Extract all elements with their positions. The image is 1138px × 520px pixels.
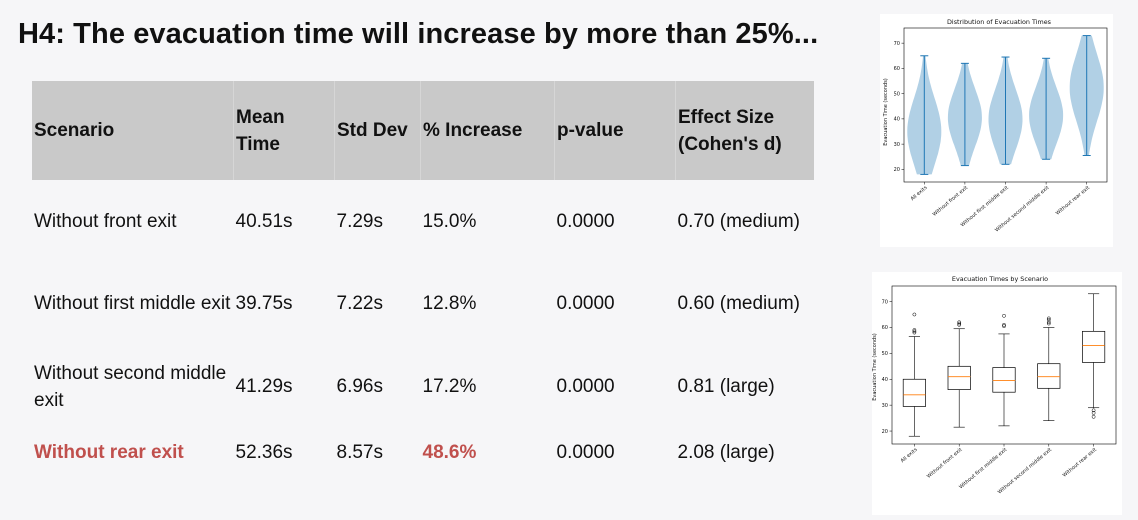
box-iqr [992,367,1016,393]
cell-effect: 0.70 (medium) [677,210,801,232]
box-iqr [1037,363,1061,389]
cell-effect: 0.60 (medium) [677,293,801,314]
cell-increase: 12.8% [422,293,477,314]
cell-p-value: 0.0000 [556,210,615,232]
box-outlier [1046,317,1051,322]
box-outlier [1046,320,1051,325]
cell-mean: 40.51s [235,210,293,232]
y-tick-label: 60 [882,325,888,331]
x-tick-label: Without front exit [932,185,970,218]
box-chart-ylabel: Evacuation Time (seconds) [872,333,878,401]
cell-mean: 39.75s [235,293,293,314]
y-tick-label: 40 [894,117,900,123]
y-tick-label: 30 [882,403,888,409]
cell-std: 7.22s [336,293,383,314]
cell-scenario: Without front exit [34,210,177,232]
box-outlier [1002,323,1006,327]
box-chart-panel: Evacuation Times by Scenario Evacuation … [872,272,1122,515]
y-tick-label: 40 [882,377,888,383]
cell-increase: 17.2% [422,376,477,397]
cell-increase-highlighted: 48.6% [422,441,477,463]
y-tick-label: 30 [894,142,900,148]
box-outlier [957,320,962,325]
violin-chart: Distribution of Evacuation Times Evacuat… [883,18,1108,234]
box-outlier [912,312,917,317]
box-outlier [957,323,962,327]
y-tick-label: 20 [894,167,900,173]
box-iqr [1082,330,1106,363]
y-tick-label: 70 [894,41,900,47]
cell-scenario: Without second middle exit [34,362,227,411]
header-percent-increase: % Increase [420,81,555,180]
box-outlier [1046,316,1051,321]
header-scenario: Scenario [32,81,234,180]
results-table: Scenario Mean Time Std Dev % Increase p-… [32,81,814,476]
slide-title: H4: The evacuation time will increase by… [18,18,819,50]
box-outlier [912,330,917,335]
violin-chart-title: Distribution of Evacuation Times [947,18,1052,26]
table-header-row: Scenario Mean Time Std Dev % Increase p-… [32,81,814,180]
y-tick-label: 50 [894,91,900,97]
box-chart: Evacuation Times by Scenario Evacuation … [872,275,1117,496]
box-outlier [1091,408,1096,413]
cell-increase: 15.0% [422,210,477,232]
x-tick-label: Without rear exit [1062,447,1098,479]
y-tick-label: 50 [882,351,888,357]
box-outlier [1091,414,1096,419]
x-tick-label: Without second middle exit [997,447,1053,496]
box-outlier [957,321,962,326]
y-tick-label: 60 [894,66,900,72]
header-mean-time: Mean Time [233,81,335,180]
box-outlier [1046,321,1051,326]
y-tick-label: 20 [882,429,888,435]
cell-p-value: 0.0000 [556,441,615,463]
cell-mean: 41.29s [235,376,293,397]
box-outlier [1002,324,1006,328]
table-row: Without second middle exit 41.29s 6.96s … [32,345,814,428]
cell-std: 8.57s [336,441,383,463]
box-chart-title: Evacuation Times by Scenario [952,275,1048,283]
header-p-value: p-value [554,81,676,180]
box-outlier [1002,313,1006,318]
box-outlier [912,329,917,334]
x-tick-label: All exits [900,447,919,465]
table-row: Without first middle exit 39.75s 7.22s 1… [32,262,814,345]
y-tick-label: 70 [882,299,888,305]
box-iqr [902,378,926,407]
x-tick-label: All exits [910,185,929,203]
box-iqr [947,365,971,390]
cell-effect: 0.81 (large) [677,376,775,397]
header-std-dev: Std Dev [334,81,421,180]
x-tick-label: Without front exit [926,447,964,480]
table-row: Without front exit 40.51s 7.29s 15.0% 0.… [32,180,814,262]
violin-chart-ylabel: Evacuation Time (seconds) [883,78,889,146]
cell-scenario: Without first middle exit [34,293,231,314]
table-row-highlighted: Without rear exit 52.36s 8.57s 48.6% 0.0… [32,428,814,476]
x-tick-label: Without first middle exit [958,447,1008,490]
violin-chart-panel: Distribution of Evacuation Times Evacuat… [880,14,1113,247]
header-effect-size: Effect Size (Cohen's d) [675,81,814,180]
box-outlier [912,328,917,332]
x-tick-label: Without rear exit [1055,185,1091,217]
cell-p-value: 0.0000 [556,293,615,314]
cell-mean: 52.36s [235,441,293,463]
cell-std: 7.29s [336,210,383,232]
cell-scenario-highlighted: Without rear exit [34,441,184,463]
cell-p-value: 0.0000 [556,376,615,397]
cell-effect: 2.08 (large) [677,441,775,463]
box-outlier [1091,411,1096,415]
cell-std: 6.96s [336,376,383,397]
